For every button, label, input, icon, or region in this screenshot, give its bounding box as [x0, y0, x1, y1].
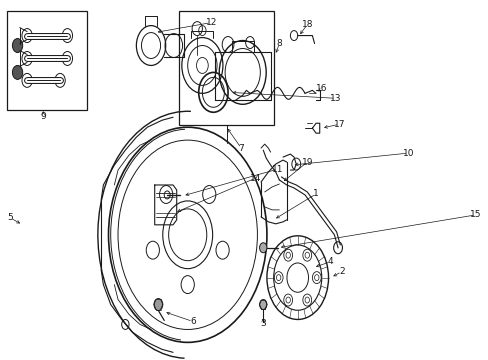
- Bar: [179, 11, 274, 125]
- Text: 15: 15: [469, 210, 481, 219]
- Circle shape: [12, 39, 22, 53]
- Text: 6: 6: [189, 317, 195, 326]
- Text: 13: 13: [329, 94, 341, 103]
- Text: 2: 2: [338, 267, 344, 276]
- Text: 11: 11: [272, 165, 283, 174]
- Circle shape: [154, 298, 163, 310]
- Text: 5: 5: [7, 213, 13, 222]
- Bar: [6, 11, 87, 110]
- Text: 19: 19: [301, 158, 312, 167]
- Circle shape: [12, 66, 22, 80]
- Text: 4: 4: [327, 257, 333, 266]
- Circle shape: [259, 243, 266, 253]
- Text: 16: 16: [316, 84, 327, 93]
- Text: 12: 12: [205, 18, 216, 27]
- Text: 14: 14: [250, 174, 261, 183]
- Text: 1: 1: [312, 189, 318, 198]
- Text: 18: 18: [301, 20, 312, 29]
- Text: 8: 8: [276, 39, 282, 48]
- Circle shape: [259, 300, 266, 310]
- Text: 17: 17: [333, 120, 345, 129]
- Text: 7: 7: [238, 144, 244, 153]
- Text: 9: 9: [41, 112, 46, 121]
- Text: 10: 10: [402, 149, 413, 158]
- Text: 3: 3: [260, 319, 265, 328]
